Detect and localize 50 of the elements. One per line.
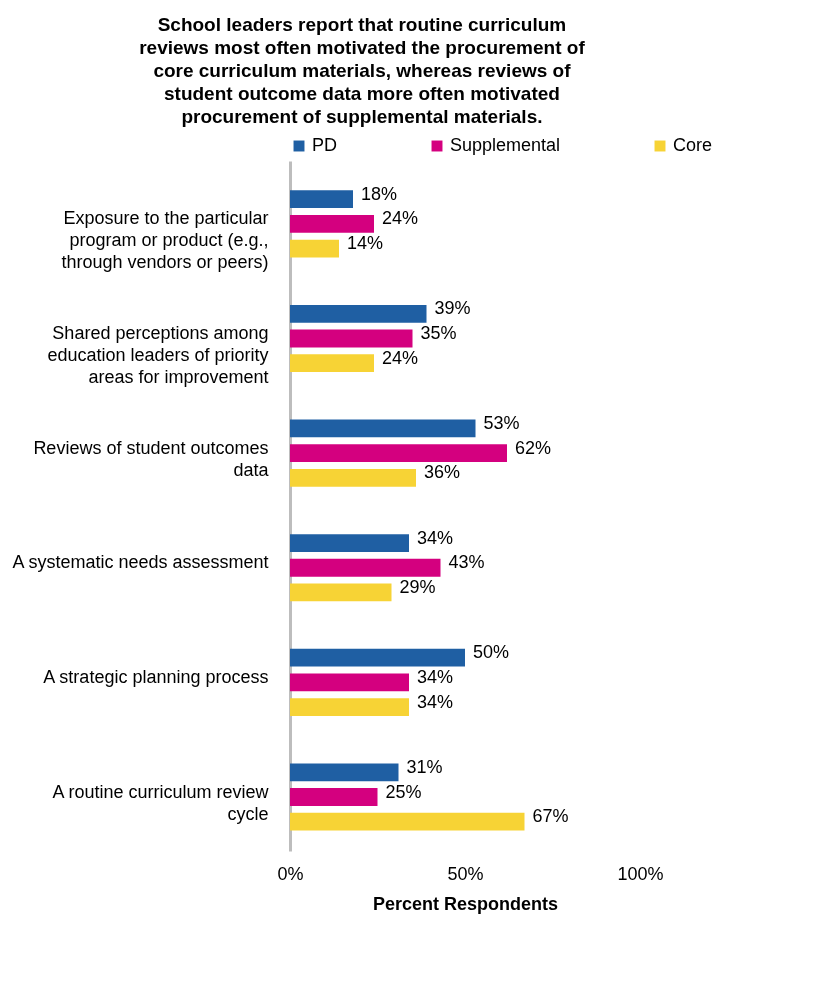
data-label: 43% xyxy=(448,552,485,573)
y-tick-label: Exposure to the particular program or product (e.g., through vendors or peers) xyxy=(61,208,269,273)
legend-label: Supplemental xyxy=(450,135,561,155)
bar xyxy=(290,788,378,806)
bar xyxy=(290,419,476,438)
bar xyxy=(290,812,525,831)
bar xyxy=(290,558,441,577)
y-tick-label: A strategic planning process xyxy=(43,666,269,687)
data-label: 34% xyxy=(417,691,454,712)
data-label: 14% xyxy=(347,233,384,254)
data-label: 50% xyxy=(473,642,510,663)
bar xyxy=(290,534,409,552)
data-label: 35% xyxy=(420,323,457,344)
x-tick-label: 0% xyxy=(277,863,304,884)
data-label: 24% xyxy=(382,347,419,368)
data-label: 25% xyxy=(385,781,422,802)
bar xyxy=(290,444,507,463)
bar xyxy=(290,354,374,373)
y-tick-label: Reviews of student outcomes data xyxy=(33,437,270,480)
bar xyxy=(290,698,409,716)
bar xyxy=(290,673,409,692)
data-label: 53% xyxy=(483,413,520,434)
data-label: 36% xyxy=(424,462,461,483)
bar xyxy=(290,648,465,667)
data-label: 39% xyxy=(434,298,471,319)
y-tick-label: A systematic needs assessment xyxy=(12,552,269,573)
bar xyxy=(290,214,374,233)
bar xyxy=(290,329,413,348)
legend-label: Core xyxy=(673,135,713,155)
data-label: 29% xyxy=(399,576,436,597)
chart-title: School leaders report that routine curriculum reviews most often motivated the procurement of core curriculum materials, whereas reviews of student outcome data more often motivated procurement of supplemental materials. xyxy=(139,14,586,127)
data-label: 24% xyxy=(382,208,419,229)
legend-label: PD xyxy=(312,135,338,155)
bar xyxy=(290,304,427,323)
x-tick-label: 50% xyxy=(447,863,484,884)
data-label: 34% xyxy=(417,666,454,687)
data-label: 31% xyxy=(406,756,443,777)
data-label: 67% xyxy=(532,806,569,827)
data-label: 34% xyxy=(417,527,454,548)
bar xyxy=(290,763,399,782)
x-axis-title: Percent Respondents xyxy=(372,893,559,914)
bar xyxy=(290,583,392,602)
bar xyxy=(290,468,416,487)
y-tick-label: A routine curriculum review cycle xyxy=(52,781,270,824)
data-label: 62% xyxy=(515,437,552,458)
y-tick-label: Shared perceptions among education leaders of priority areas for improvement xyxy=(47,323,269,388)
x-tick-label: 100% xyxy=(617,863,664,884)
data-label: 18% xyxy=(361,183,398,204)
bar xyxy=(290,239,339,258)
bar xyxy=(290,190,353,209)
